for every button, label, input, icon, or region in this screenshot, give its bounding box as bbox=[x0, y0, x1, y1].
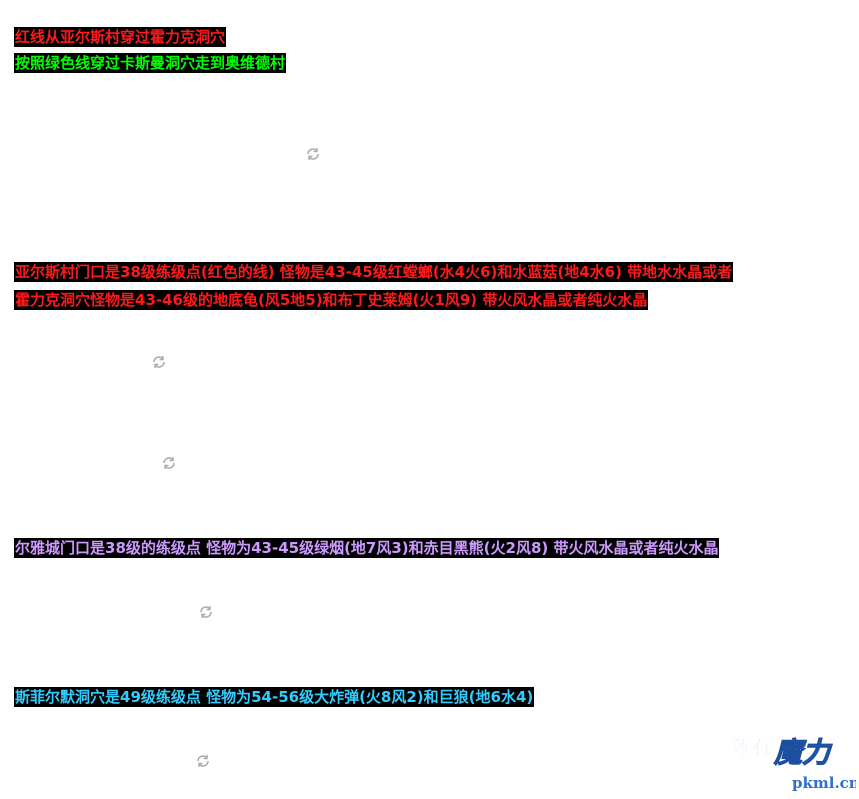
watermark-logo: 唯有 魔力 pkml.cn bbox=[734, 736, 856, 793]
logo-text: 魔力 bbox=[773, 736, 833, 769]
loading-icon bbox=[163, 457, 175, 469]
loading-icon bbox=[197, 755, 209, 767]
spot-info: 尔雅城门口是38级的练级点 怪物为43-45级绿烟(地7风3)和赤目黑熊(火2风… bbox=[14, 538, 720, 558]
loading-icon bbox=[153, 356, 165, 368]
spot-info: 霍力克洞穴怪物是43-46级的地底龟(风5地5)和布丁史莱姆(火1风9) 带火风… bbox=[14, 290, 649, 310]
route-note: 红线从亚尔斯村穿过霍力克洞穴 bbox=[14, 27, 227, 47]
logo-url: pkml.cn bbox=[792, 774, 856, 792]
route-note: 按照绿色线穿过卡斯曼洞穴走到奥维德村 bbox=[14, 53, 287, 73]
spot-info: 斯菲尔默洞穴是49级练级点 怪物为54-56级大炸弹(火8风2)和巨狼(地6水4… bbox=[14, 687, 535, 707]
loading-icon bbox=[307, 148, 319, 160]
logo-text: 唯有 bbox=[734, 737, 770, 759]
spot-info: 亚尔斯村门口是38级练级点(红色的线) 怪物是43-45级红螳螂(水4火6)和水… bbox=[14, 262, 734, 282]
loading-icon bbox=[200, 606, 212, 618]
